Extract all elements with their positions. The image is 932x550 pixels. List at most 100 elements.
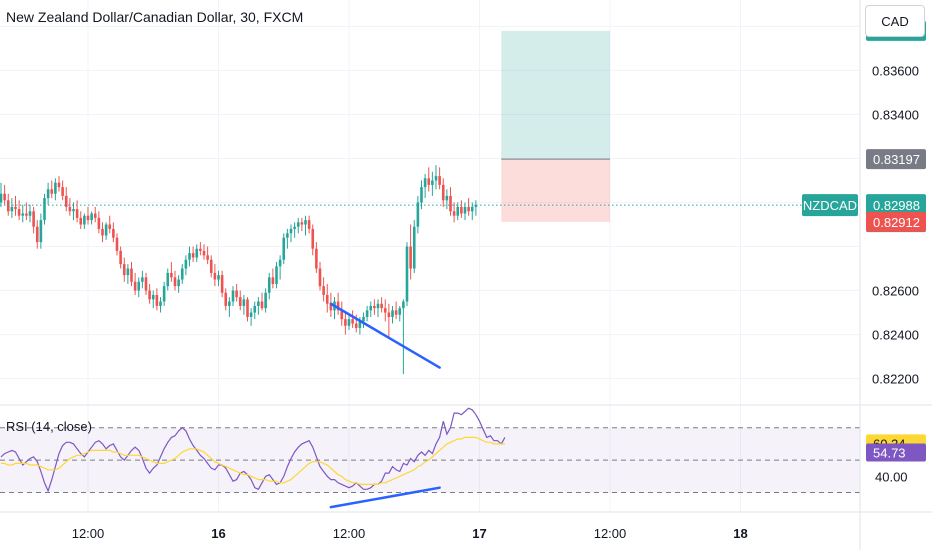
candle-body	[32, 211, 35, 227]
time-tick-label: 17	[472, 526, 486, 541]
candle-body	[83, 215, 86, 225]
candle-body	[383, 308, 387, 313]
time-axis[interactable]: 12:00 16 12:00 17 12:00 18	[72, 526, 748, 541]
rsi-value-label: 54.73	[873, 445, 906, 460]
candle-body	[57, 182, 61, 188]
candle-body	[456, 206, 460, 216]
price-tick-label: 0.82200	[872, 372, 919, 387]
candle-body	[391, 310, 394, 317]
symbol-tag-bg	[802, 194, 858, 217]
candle-body	[304, 220, 307, 225]
candle-body	[180, 268, 184, 280]
candle-body	[112, 228, 115, 238]
candle-body	[467, 206, 470, 212]
candle-body	[387, 312, 391, 317]
candle-body	[315, 248, 318, 269]
profit-zone	[501, 30, 610, 160]
price-tick-label: 0.82400	[872, 328, 919, 343]
candle-body	[286, 233, 289, 238]
candle-body	[318, 268, 322, 287]
candle-body	[474, 204, 478, 207]
candle-body	[177, 279, 180, 287]
candle-body	[325, 294, 329, 304]
candle-body	[351, 319, 354, 324]
time-tick-label: 16	[211, 526, 225, 541]
candle-body	[6, 200, 10, 212]
candle-body	[72, 209, 75, 212]
candle-body	[405, 246, 409, 302]
rsi-ma-line	[1, 436, 505, 485]
candle-body	[195, 248, 199, 258]
candle-body	[133, 281, 137, 291]
candle-body	[246, 299, 249, 317]
candle-body	[170, 272, 173, 278]
candle-body	[311, 228, 315, 249]
candle-body	[358, 321, 362, 328]
candle-body	[93, 213, 97, 218]
candle-body	[282, 237, 286, 260]
candle-body	[420, 187, 423, 203]
chart-title: New Zealand Dollar/Canadian Dollar, 30, …	[6, 9, 304, 25]
candle-body	[452, 211, 456, 216]
candle-body	[344, 319, 347, 326]
candle-body	[275, 266, 278, 284]
candle-body	[434, 176, 438, 181]
candle-body	[423, 178, 427, 188]
candle-body	[463, 206, 467, 214]
candle-body	[104, 224, 108, 236]
loss-zone	[501, 159, 610, 222]
candle-body	[257, 301, 260, 306]
price-tick-label: 0.83400	[872, 107, 919, 122]
candle-body	[373, 305, 376, 309]
candle-body	[54, 182, 57, 194]
candle-body	[21, 213, 25, 216]
candle-body	[173, 277, 177, 287]
price-axis[interactable]: 0.83600 0.83400 0.82600 0.82400 0.82200 40.00	[859, 0, 919, 550]
candle-body	[39, 220, 43, 243]
long-position-tool[interactable]	[501, 30, 610, 222]
candle-body	[17, 209, 21, 216]
candle-body	[228, 301, 231, 306]
candle-body	[264, 292, 267, 309]
rsi-value-label-bg	[866, 443, 926, 462]
candle-body	[213, 272, 217, 280]
candle-body	[61, 187, 64, 196]
candle-body	[28, 211, 32, 216]
candle-body	[271, 277, 275, 284]
candle-body	[445, 195, 449, 201]
candle-body	[144, 277, 148, 291]
candle-body	[79, 217, 83, 225]
candle-body	[43, 198, 46, 221]
stop-price-label: 0.82912	[873, 215, 920, 230]
price-trendline[interactable]	[329, 302, 441, 369]
candle-body	[206, 255, 209, 260]
candle-body	[209, 259, 213, 273]
candle-body	[68, 206, 72, 212]
candle-body	[0, 193, 3, 203]
candle-body	[300, 222, 304, 225]
candle-body	[199, 248, 202, 251]
candle-body	[137, 281, 141, 291]
candle-body	[97, 217, 101, 229]
time-tick-label: 12:00	[594, 526, 627, 541]
candle-body	[394, 310, 398, 315]
symbol-tag: NZDCAD	[803, 198, 857, 213]
candle-body	[235, 290, 238, 298]
time-tick-label: 12:00	[333, 526, 366, 541]
currency-button[interactable]: CAD	[865, 5, 925, 37]
candle-body	[90, 213, 93, 221]
candle-body	[25, 213, 28, 216]
candle-body	[336, 301, 340, 311]
candle-body	[365, 310, 369, 317]
candle-body	[253, 305, 257, 313]
candle-body	[369, 305, 373, 311]
candle-body	[224, 292, 228, 306]
candle-body	[293, 226, 296, 229]
rsi-trendline[interactable]	[329, 486, 441, 509]
rsi-legend-label: RSI (14, close)	[6, 419, 92, 434]
entry-price-label: 0.83197	[873, 152, 920, 167]
candle-body	[409, 246, 412, 269]
stop-price-label-bg	[866, 211, 926, 232]
rsi-series	[0, 407, 506, 493]
